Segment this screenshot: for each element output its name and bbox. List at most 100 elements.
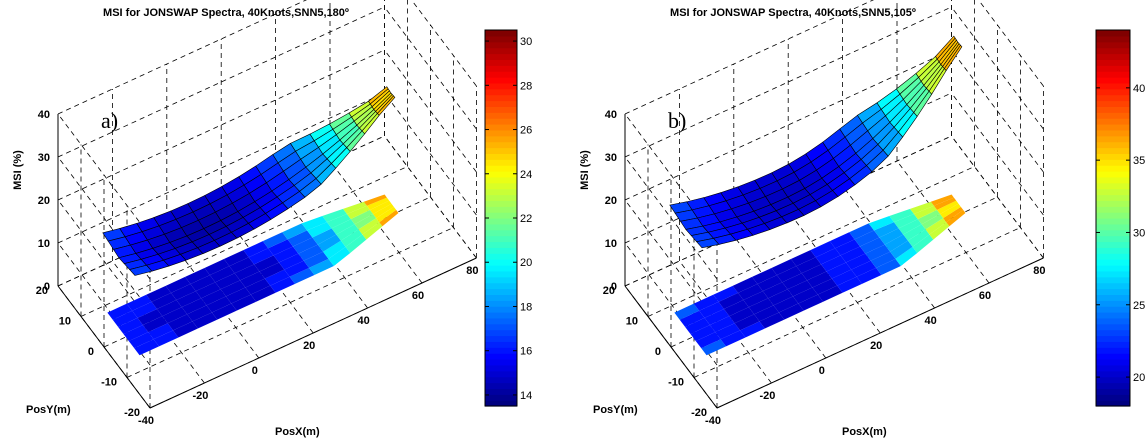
colorbar-band <box>485 88 517 96</box>
gridline-y <box>624 135 952 287</box>
colorbar-band <box>1096 270 1130 278</box>
x-tick-label: 0 <box>252 365 258 377</box>
colorbar-band <box>1096 317 1130 325</box>
colorbar-band <box>485 247 517 254</box>
colorbar-band <box>1096 35 1130 43</box>
colorbar-band <box>485 276 517 284</box>
colorbar-tick-label: 20 <box>1133 372 1145 384</box>
colorbar-band <box>485 53 517 60</box>
contour-cell <box>679 310 705 327</box>
colorbar-band <box>1096 200 1130 207</box>
colorbar-band <box>1096 300 1130 307</box>
colorbar-tick-label: 28 <box>520 80 532 92</box>
contour-cell <box>126 294 152 311</box>
contour-cell <box>134 339 159 356</box>
colorbar-band <box>485 235 517 243</box>
contour-cell <box>933 197 957 210</box>
contour-cell <box>118 317 143 334</box>
colorbar-band <box>1096 88 1130 96</box>
contour-cell <box>270 276 295 293</box>
colorbar-band <box>485 129 517 137</box>
y-tick-label: -10 <box>101 377 117 389</box>
surface-cell <box>944 44 963 72</box>
gridline-z <box>624 113 718 237</box>
contour-cell <box>773 296 799 313</box>
contour-cell <box>831 269 857 286</box>
contour-cell <box>298 244 324 261</box>
colorbar-tick-label: 20 <box>520 257 532 269</box>
contour-cell <box>787 280 813 297</box>
contour-cell <box>713 285 739 302</box>
contour-cell <box>849 223 875 240</box>
colorbar-band <box>1096 247 1130 254</box>
surface-mesh <box>102 86 396 276</box>
colorbar-band <box>485 171 517 178</box>
contour-cell <box>865 244 891 261</box>
gridline-z <box>57 199 151 323</box>
y-tick-label: -10 <box>668 377 684 389</box>
x-tick-label: 20 <box>870 340 882 352</box>
contour-cell <box>782 273 808 290</box>
contour-cell <box>762 282 788 299</box>
contour-cell <box>328 246 351 267</box>
colorbar-tick-label: 14 <box>520 390 532 402</box>
colorbar-band <box>485 124 517 131</box>
contour-cell <box>250 285 276 302</box>
colorbar-band <box>485 241 517 248</box>
contour-cell <box>701 339 726 356</box>
colorbar-band <box>485 188 517 196</box>
contour-cell <box>801 264 827 281</box>
colorbar-band <box>485 165 517 172</box>
contour-cell <box>346 205 371 220</box>
x-axis-label: PosX(m) <box>842 426 887 438</box>
colorbar-band <box>485 106 517 113</box>
x-tick-label: 60 <box>412 290 424 302</box>
colorbar-band <box>1096 165 1130 172</box>
contour-cell <box>796 257 822 274</box>
gridline-z <box>57 242 151 366</box>
colorbar-band <box>485 382 517 389</box>
contour-cell <box>132 301 157 318</box>
floor-contour <box>674 194 966 356</box>
contour-cell <box>790 250 816 267</box>
contour-cell <box>363 194 387 206</box>
colorbar-band <box>485 194 517 201</box>
colorbar-band <box>485 294 517 301</box>
colorbar-tick-label: 25 <box>1133 300 1145 312</box>
contour-cell <box>912 234 934 254</box>
contour-cell <box>225 287 251 304</box>
x-axis <box>149 257 477 409</box>
contour-cell <box>201 289 226 306</box>
contour-cell <box>893 213 918 229</box>
contour-cell <box>204 259 230 276</box>
colorbar-band <box>485 112 517 119</box>
colorbar-tick-label: 26 <box>520 125 532 137</box>
colorbar-band <box>485 312 517 319</box>
contour-cell <box>840 246 866 263</box>
z-tick-label: 10 <box>38 238 50 250</box>
contour-cell <box>264 269 290 286</box>
colorbar-band <box>1096 71 1130 78</box>
colorbar-band <box>485 47 517 55</box>
gridline-x <box>951 135 1044 259</box>
y-tick-label: 0 <box>88 346 94 358</box>
z-tick-label: 10 <box>605 238 617 250</box>
contour-cell <box>268 239 293 256</box>
contour-cell <box>940 203 961 219</box>
colorbar-band <box>485 59 517 66</box>
contour-cell <box>317 234 341 252</box>
chart-panel-a <box>57 0 518 409</box>
contour-cell <box>738 284 763 301</box>
colorbar-band <box>485 229 517 237</box>
colorbar-band <box>1096 129 1130 137</box>
x-tick-label: 80 <box>1033 265 1045 277</box>
colorbar-band <box>485 400 517 407</box>
colorbar-band <box>1096 388 1130 395</box>
y-tick-label: 0 <box>655 346 661 358</box>
z-tick-label: 30 <box>38 152 50 164</box>
colorbar-tick-label: 24 <box>520 169 532 181</box>
contour-cell <box>837 276 862 293</box>
colorbar-band <box>485 388 517 395</box>
colorbar-band <box>1096 347 1130 354</box>
contour-cell <box>884 234 908 252</box>
